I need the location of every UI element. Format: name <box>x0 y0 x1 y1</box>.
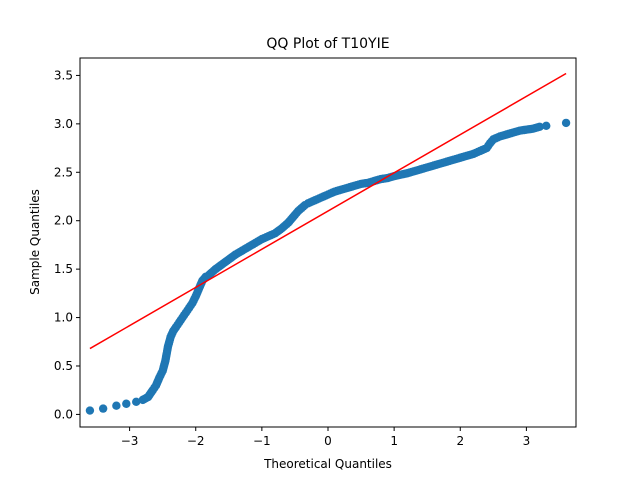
x-tick-label: −3 <box>121 434 139 448</box>
y-axis-label: Sample Quantiles <box>28 189 42 295</box>
axes-frame <box>79 57 577 428</box>
x-axis-label: Theoretical Quantiles <box>263 457 392 471</box>
data-point <box>561 118 571 128</box>
y-tick-label: 3.0 <box>54 117 73 131</box>
x-tick-label: 0 <box>324 434 332 448</box>
x-tick-label: −1 <box>253 434 271 448</box>
y-tick-label: 0.0 <box>54 407 73 421</box>
y-axis: 0.0 0.5 1.0 1.5 2.0 2.5 3.0 3.5 <box>54 68 80 421</box>
y-tick-label: 2.5 <box>54 165 73 179</box>
x-axis: −3 −2 −1 0 1 2 3 <box>121 427 530 448</box>
y-tick-label: 0.5 <box>54 359 73 373</box>
y-tick-label: 1.5 <box>54 262 73 276</box>
reference-line <box>89 72 567 350</box>
data-point <box>112 401 121 410</box>
y-tick-label: 2.0 <box>54 214 73 228</box>
x-tick-label: 3 <box>523 434 531 448</box>
x-tick-label: 2 <box>456 434 464 448</box>
x-tick-label: −2 <box>187 434 205 448</box>
data-point <box>542 121 551 130</box>
plot-area <box>85 72 571 415</box>
data-point <box>535 122 544 131</box>
x-tick-label: 1 <box>390 434 398 448</box>
data-point <box>98 404 108 413</box>
data-point <box>132 397 141 407</box>
chart-title: QQ Plot of T10YIE <box>266 36 389 52</box>
y-tick-label: 3.5 <box>54 68 73 82</box>
data-point <box>122 399 131 408</box>
data-point <box>85 406 95 415</box>
y-tick-label: 1.0 <box>54 311 73 325</box>
